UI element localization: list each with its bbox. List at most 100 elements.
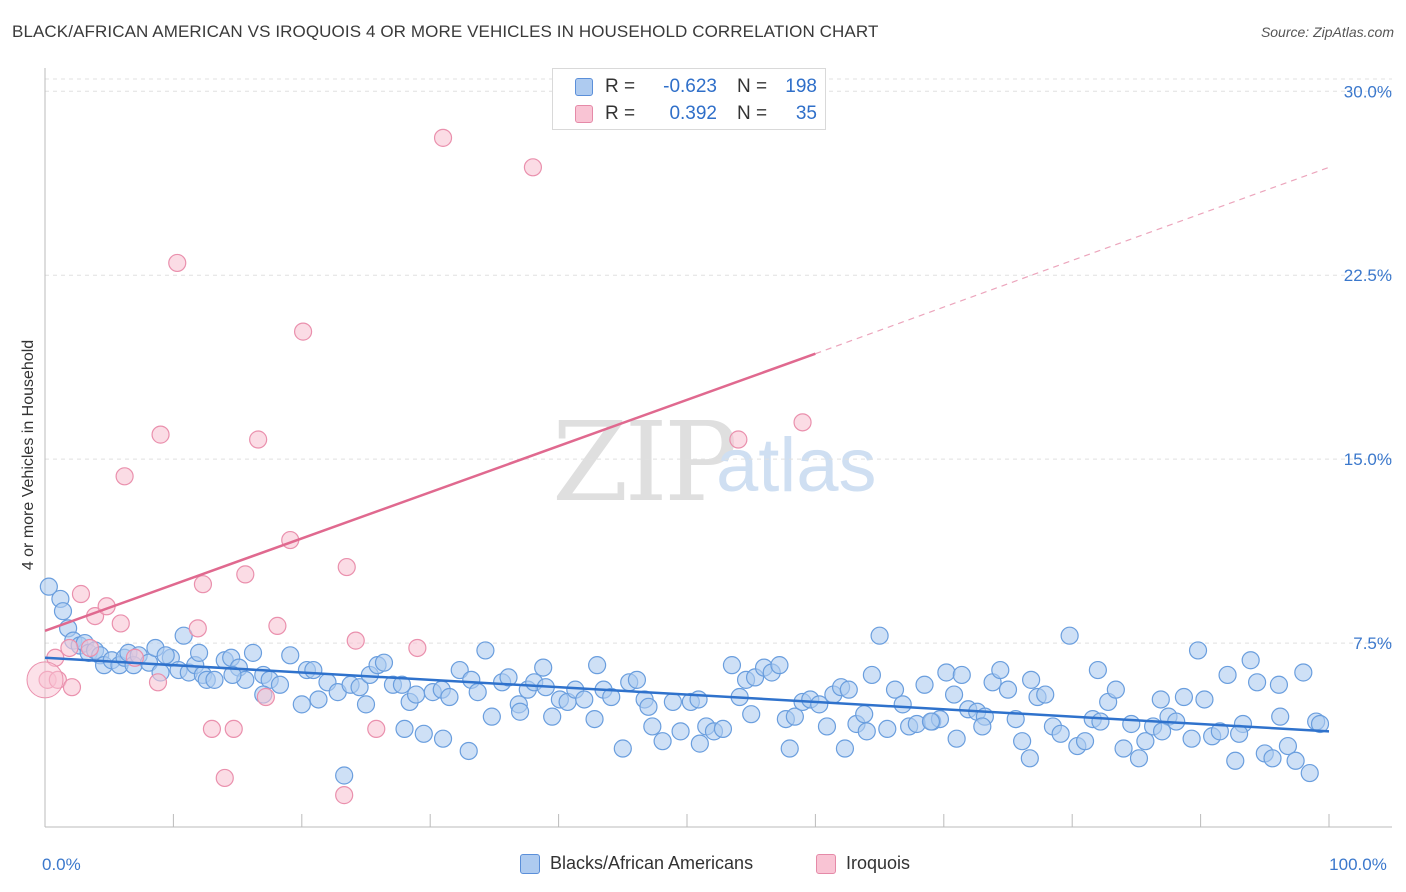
blacks-data-point: [1060, 626, 1079, 645]
blacks-data-point: [1174, 687, 1194, 707]
blacks-data-point: [335, 766, 354, 785]
iroquois-data-point: [337, 557, 356, 577]
blacks-data-point: [1218, 665, 1237, 685]
series-legend: Blacks/African Americans Iroquois: [0, 853, 1406, 877]
blacks-data-point: [304, 660, 323, 680]
blacks-data-point: [885, 680, 905, 699]
legend-row-pink: R = 0.392 N = 35: [575, 102, 817, 126]
iroquois-data-point: [148, 673, 168, 692]
blacks-data-point: [1310, 714, 1330, 734]
blacks-data-point: [482, 707, 501, 726]
blacks-data-point: [53, 602, 73, 621]
blacks-data-point: [835, 739, 855, 758]
blacks-data-point: [862, 665, 881, 685]
y-tick-label: 15.0%: [1344, 450, 1392, 469]
iroquois-data-point: [367, 719, 386, 739]
blacks-data-point: [991, 660, 1010, 680]
blacks-data-point: [39, 577, 58, 596]
blacks-data-point: [459, 741, 478, 761]
blacks-data-point: [1226, 751, 1245, 770]
blacks-data-point: [395, 719, 414, 739]
blacks-data-point: [1114, 739, 1133, 758]
blacks-data-point: [627, 670, 647, 689]
blacks-data-point: [602, 687, 621, 707]
blacks-data-point: [713, 719, 733, 739]
x-tick-label: 0.0%: [42, 855, 81, 874]
blue-r-value: -0.623: [663, 76, 717, 97]
blacks-data-point: [1230, 724, 1249, 743]
iroquois-data-point: [256, 687, 275, 707]
blacks-data-point: [450, 660, 469, 680]
blacks-data-point: [780, 739, 799, 758]
r-label: R =: [605, 76, 636, 97]
n-label: N =: [737, 103, 768, 124]
blacks-data-point: [1294, 663, 1313, 682]
blacks-data-point: [1051, 724, 1070, 743]
blacks-data-point: [653, 732, 672, 751]
blacks-data-point: [1152, 722, 1172, 741]
blacks-data-point: [893, 695, 912, 714]
blacks-data-point: [1241, 651, 1260, 670]
pink-r-value: 0.392: [669, 103, 717, 124]
correlation-legend: R = -0.623 N = 198 R = 0.392 N = 35: [552, 68, 826, 130]
blacks-data-point: [742, 705, 761, 724]
blacks-data-point: [156, 646, 175, 665]
blacks-data-point: [1036, 685, 1055, 704]
blacks-data-point: [1020, 749, 1039, 768]
blacks-data-point: [1091, 712, 1110, 731]
blacks-data-point: [1188, 641, 1208, 660]
iroquois-trend-line: [44, 352, 816, 632]
blacks-trend-line: [44, 656, 1330, 733]
blacks-data-point: [270, 675, 290, 694]
blacks-data-point: [690, 734, 709, 753]
blacks-data-point: [1129, 749, 1149, 768]
blacks-data-point: [857, 722, 876, 741]
blacks-data-point: [543, 707, 562, 726]
blacks-data-point: [406, 685, 426, 704]
blacks-data-point: [1022, 670, 1041, 689]
legend-item-iroquois[interactable]: Iroquois: [816, 853, 910, 874]
blacks-data-point: [722, 656, 742, 675]
x-tick-label: 100.0%: [1329, 855, 1387, 874]
blacks-data-point: [1210, 722, 1229, 741]
blacks-data-point: [1182, 729, 1201, 748]
blacks-data-point: [1151, 690, 1170, 709]
iroquois-data-point: [249, 430, 268, 449]
blacks-data-point: [937, 663, 956, 682]
blacks-data-point: [785, 707, 804, 726]
blacks-data-point: [414, 724, 433, 743]
iroquois-data-point: [60, 638, 79, 658]
n-label: N =: [737, 76, 768, 97]
blacks-data-point: [1136, 732, 1155, 751]
blacks-data-point: [639, 697, 658, 716]
iroquois-data-point: [408, 638, 427, 658]
blacks-data-point: [1247, 673, 1267, 692]
blacks-data-point: [947, 729, 966, 748]
blacks-data-point: [189, 643, 209, 662]
blacks-data-point: [671, 722, 690, 741]
blue-n-value: 198: [785, 76, 817, 97]
blacks-data-point: [952, 665, 971, 685]
blacks-data-point: [643, 717, 662, 736]
iroquois-data-point: [236, 565, 255, 584]
iroquois-trend-extension: [815, 166, 1330, 355]
pink-n-value: 35: [795, 103, 817, 124]
blacks-data-point: [1263, 749, 1282, 768]
iroquois-data-point: [111, 614, 130, 633]
blue-swatch: [520, 853, 540, 874]
iroquois-data-point: [168, 253, 187, 273]
iroquois-data-point: [346, 631, 365, 650]
blacks-data-point: [1088, 660, 1107, 680]
blacks-data-point: [356, 695, 376, 714]
legend-item-blacks[interactable]: Blacks/African Americans: [520, 853, 753, 874]
blue-swatch: [575, 78, 593, 96]
iroquois-data-point: [793, 413, 812, 432]
blacks-data-point: [878, 719, 897, 739]
blacks-data-point: [433, 729, 453, 748]
iroquois-data-point-large: [26, 661, 64, 699]
blacks-data-point: [855, 705, 874, 724]
y-tick-label: 7.5%: [1353, 634, 1392, 653]
blacks-data-point: [1278, 736, 1298, 756]
iroquois-data-point: [115, 467, 134, 486]
iroquois-data-point: [433, 128, 453, 147]
